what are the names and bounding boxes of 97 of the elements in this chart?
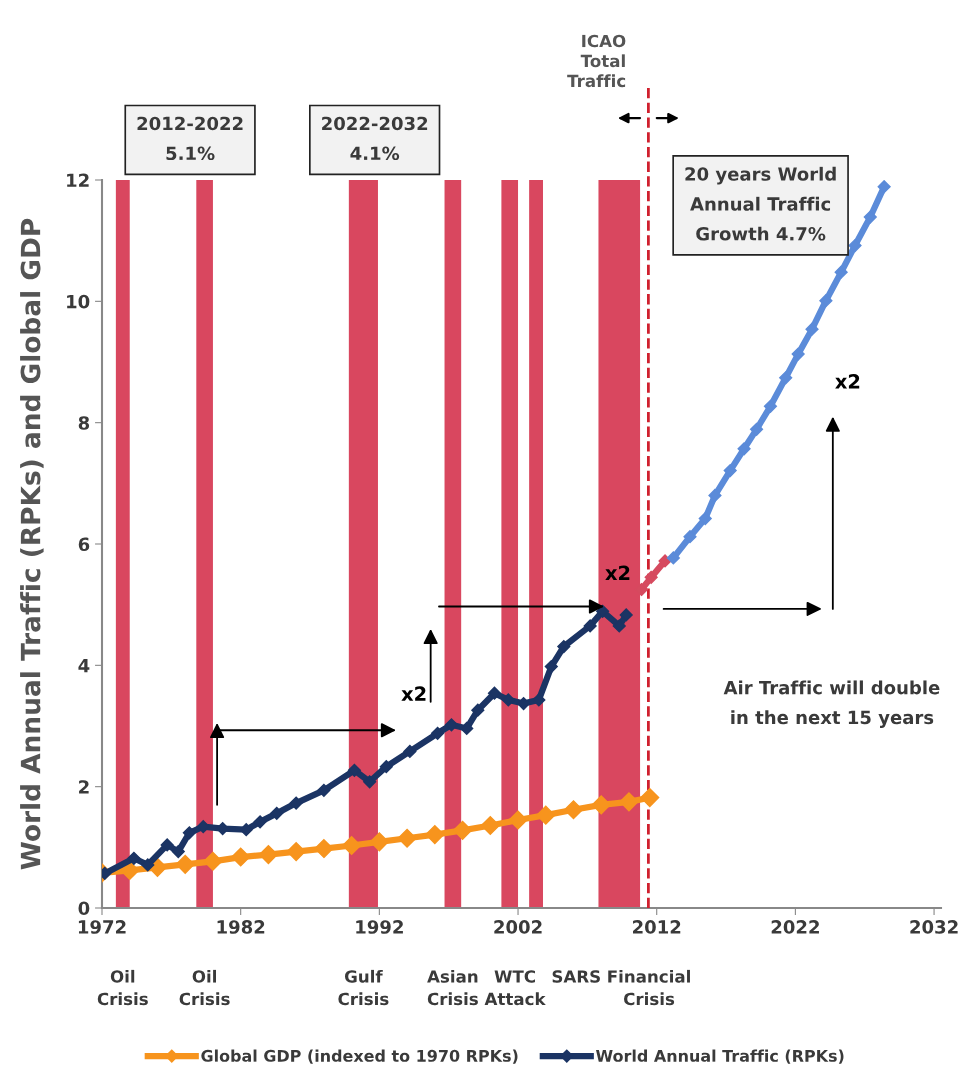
point	[379, 760, 393, 774]
x-tick-label: 1992	[356, 920, 403, 934]
point	[557, 639, 571, 654]
point	[591, 795, 611, 815]
y-tick-label: 12	[67, 173, 89, 187]
point	[501, 693, 515, 707]
point	[698, 511, 712, 526]
point	[683, 530, 697, 544]
y-tick-label: 4	[78, 659, 90, 673]
annotation: 20 years World Annual Traffic Growth 4.7%	[685, 166, 836, 241]
point	[160, 838, 174, 852]
y-tick-label: 6	[78, 537, 90, 552]
point	[708, 488, 722, 503]
point	[120, 860, 140, 880]
point	[834, 265, 848, 279]
point	[749, 422, 764, 436]
point	[532, 693, 546, 707]
point	[544, 659, 558, 674]
point	[231, 847, 251, 867]
text: Oil Crisis	[97, 969, 148, 1006]
point	[583, 619, 597, 633]
point	[737, 442, 751, 456]
text: Financial Crisis	[608, 969, 690, 1006]
x-tick-label: 1972	[78, 920, 126, 934]
text: Asian Crisis	[427, 969, 478, 1006]
point	[848, 238, 862, 253]
point	[403, 744, 417, 759]
point	[487, 686, 502, 700]
point	[819, 294, 833, 308]
point	[431, 726, 445, 740]
text: 2012-2022 5.1%	[137, 116, 243, 161]
text: Gulf Crisis	[338, 969, 389, 1006]
point	[471, 703, 485, 717]
point	[563, 800, 584, 820]
point	[723, 464, 737, 478]
point	[253, 815, 267, 829]
x-tick-label: 2012	[633, 920, 681, 934]
point	[619, 792, 639, 812]
annotation: x2	[401, 686, 426, 701]
point	[317, 783, 331, 797]
point	[286, 842, 306, 862]
point	[666, 551, 680, 565]
annotation: x2	[835, 374, 860, 389]
point	[640, 788, 660, 808]
point	[397, 828, 417, 848]
text: 2022-2032 4.1%	[322, 116, 428, 161]
text: WTC Attack	[484, 970, 546, 1006]
y-tick-label: 0	[78, 901, 90, 916]
point	[171, 844, 185, 859]
point	[425, 825, 445, 845]
legend-label: World Annual Traffic (RPKs)	[596, 1049, 844, 1064]
point	[763, 399, 778, 413]
point	[196, 820, 210, 834]
point	[270, 806, 284, 820]
point	[612, 619, 626, 633]
point	[314, 839, 334, 859]
y-axis-title: World Annual Traffic (RPKs) and Global GDP	[20, 218, 44, 870]
point	[863, 210, 877, 224]
text: Oil Crisis	[179, 969, 230, 1006]
point	[536, 805, 556, 825]
ref-line-label: ICAO Total Traffic	[567, 34, 626, 88]
point	[342, 835, 362, 856]
point	[363, 775, 377, 789]
x-tick-label: 2032	[910, 920, 958, 934]
point	[619, 608, 633, 622]
point	[444, 718, 459, 732]
point	[347, 763, 361, 777]
y-tick-label: 10	[67, 294, 90, 309]
point	[127, 851, 141, 865]
point	[182, 826, 196, 840]
point	[877, 180, 891, 194]
point	[175, 854, 195, 874]
annotation: x2	[605, 565, 630, 580]
point	[516, 696, 531, 711]
point	[453, 820, 473, 840]
y-tick-label: 8	[78, 416, 90, 430]
point	[289, 796, 303, 810]
x-tick-label: 2022	[771, 920, 819, 934]
point	[791, 347, 805, 361]
x-tick-label: 1982	[217, 920, 265, 934]
point	[369, 832, 389, 852]
point	[203, 851, 223, 871]
annotation: Air Traffic will double in the next 15 years	[723, 680, 940, 728]
point	[239, 823, 253, 837]
point	[779, 371, 793, 385]
point	[644, 570, 658, 584]
point	[596, 604, 610, 618]
text: SARS	[552, 970, 600, 983]
point	[508, 810, 528, 830]
point	[258, 845, 278, 865]
point	[141, 858, 155, 872]
x-tick-label: 2002	[494, 920, 542, 934]
point	[805, 322, 819, 336]
legend-label: Global GDP (indexed to 1970 RPKs)	[201, 1049, 518, 1064]
point	[460, 721, 474, 736]
y-tick-label: 2	[79, 780, 89, 794]
point	[480, 815, 500, 836]
